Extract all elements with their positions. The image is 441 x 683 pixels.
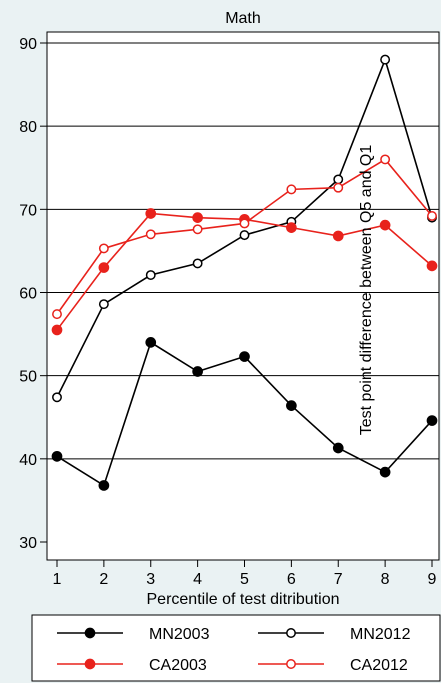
x-tick-label: 5 (240, 571, 249, 588)
x-axis-label: Percentile of test ditribution (147, 591, 340, 608)
chart-title: Math (225, 10, 261, 27)
y-axis: 30 40 50 60 70 80 90 (19, 36, 47, 552)
data-point (192, 258, 203, 269)
legend-item-ca2012: CA2012 (258, 657, 408, 674)
data-point (286, 400, 297, 411)
data-point (239, 218, 250, 229)
data-point (239, 230, 250, 241)
data-point (239, 351, 250, 362)
series-ca2012 (52, 154, 437, 320)
legend-marker (84, 658, 96, 670)
x-tick-label: 9 (428, 571, 437, 588)
data-point (192, 212, 203, 223)
data-point (380, 54, 391, 65)
legend-marker (84, 627, 96, 639)
series-mn2012 (52, 54, 437, 403)
y-tick-label: 80 (19, 119, 37, 136)
x-tick-label: 8 (381, 571, 390, 588)
x-tick-label: 3 (146, 571, 155, 588)
data-point (98, 299, 109, 310)
data-point (98, 262, 110, 273)
x-axis: 1 2 3 4 5 6 7 8 9 (53, 560, 437, 588)
data-point (427, 211, 437, 221)
data-point (192, 366, 203, 377)
data-point (192, 224, 203, 235)
grid-lines (47, 42, 439, 460)
legend (31, 614, 441, 682)
data-point (426, 415, 438, 426)
y-tick-label: 40 (19, 452, 37, 469)
data-point (379, 219, 391, 231)
y-tick-label: 70 (19, 202, 37, 219)
legend-item-mn2012: MN2012 (258, 626, 411, 643)
legend-label: CA2012 (350, 657, 408, 674)
x-tick-label: 2 (99, 571, 108, 588)
data-point (332, 230, 344, 242)
data-point (333, 182, 344, 193)
data-point (145, 270, 156, 280)
x-tick-label: 1 (53, 571, 62, 588)
data-point (98, 243, 109, 254)
data-point (333, 174, 344, 185)
legend-marker (286, 659, 296, 669)
data-point (332, 442, 344, 454)
legend-marker (286, 628, 296, 638)
legend-label: MN2003 (149, 626, 210, 643)
data-point (51, 324, 63, 336)
y-tick-label: 50 (19, 369, 37, 386)
x-tick-label: 6 (287, 571, 296, 588)
data-point (52, 309, 62, 320)
data-point (98, 480, 110, 491)
plot-area (46, 31, 440, 561)
legend-item-mn2003: MN2003 (57, 626, 210, 643)
x-tick-label: 4 (193, 571, 202, 588)
y-tick-label: 30 (19, 535, 37, 552)
data-point (145, 208, 157, 219)
series-group (51, 54, 438, 491)
data-point (145, 337, 157, 348)
data-point (426, 260, 438, 272)
legend-items: MN2003 MN2012 CA2003 CA2012 (57, 626, 411, 674)
data-point (286, 184, 297, 195)
y-axis-label: Test point difference between Q5 and Q1 (358, 145, 375, 436)
data-point (51, 450, 63, 462)
y-tick-label: 60 (19, 286, 37, 303)
data-point (145, 229, 156, 240)
legend-item-ca2003: CA2003 (57, 657, 207, 674)
legend-label: CA2003 (149, 657, 207, 674)
data-point (379, 466, 391, 478)
series-mn2003 (51, 337, 438, 491)
x-tick-label: 7 (334, 571, 343, 588)
legend-label: MN2012 (350, 626, 411, 643)
data-point (52, 392, 62, 403)
data-point (286, 222, 297, 233)
y-tick-label: 90 (19, 36, 37, 53)
data-point (380, 154, 391, 165)
